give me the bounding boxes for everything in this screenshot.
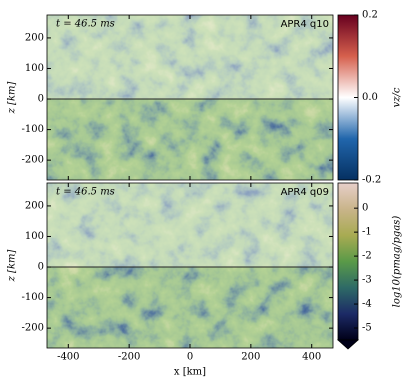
colorbar-extend bbox=[336, 339, 360, 350]
field-upper bbox=[47, 15, 333, 100]
field-lower bbox=[47, 267, 333, 348]
x-tick-label: -200 bbox=[118, 352, 140, 363]
y-tick-label: 200 bbox=[25, 32, 44, 43]
time-annotation: t = 46.5 ms bbox=[56, 19, 115, 30]
y-tick-label: -100 bbox=[22, 292, 44, 303]
x-axis-label: x [km] bbox=[174, 367, 206, 378]
colorbar-tick-label: -0.2 bbox=[362, 175, 381, 186]
y-axis-label: z [km] bbox=[7, 250, 18, 283]
colorbar-tick-label: 0.0 bbox=[362, 92, 378, 103]
heatmap bbox=[47, 15, 333, 180]
colorbar-tick-label: -1 bbox=[362, 227, 372, 238]
y-axis-label: z [km] bbox=[7, 82, 18, 115]
x-tick-label: 0 bbox=[187, 352, 193, 363]
y-tick-label: 0 bbox=[38, 262, 44, 273]
colorbar-tick-label: 0 bbox=[362, 203, 368, 214]
time-annotation: t = 46.5 ms bbox=[56, 187, 115, 198]
colorbar-tick-label: 0.2 bbox=[362, 10, 378, 21]
y-tick-label: 100 bbox=[25, 63, 44, 74]
y-tick-label: 200 bbox=[25, 200, 44, 211]
y-tick-label: 0 bbox=[38, 94, 44, 105]
fade-upper bbox=[47, 15, 333, 100]
x-tick-label: -400 bbox=[57, 352, 79, 363]
y-tick-label: -200 bbox=[22, 155, 44, 166]
heatmap bbox=[47, 183, 333, 348]
colorbar bbox=[337, 182, 359, 341]
model-label: APR4 q10 bbox=[281, 19, 329, 30]
colorbar-tick-label: -2 bbox=[362, 251, 372, 262]
colorbar-tick-label: -4 bbox=[362, 299, 372, 310]
field-lower bbox=[47, 99, 333, 180]
x-tick-label: 400 bbox=[302, 352, 321, 363]
colorbar-label: vz/c bbox=[392, 87, 403, 107]
x-tick-label: 200 bbox=[241, 352, 260, 363]
model-label: APR4 q09 bbox=[281, 187, 329, 198]
colorbar-tick-label: -5 bbox=[362, 323, 372, 334]
colorbar-label: log10(pmag/pgas) bbox=[392, 216, 403, 308]
y-tick-label: 100 bbox=[25, 231, 44, 242]
fade-upper bbox=[47, 183, 333, 268]
y-tick-label: -200 bbox=[22, 323, 44, 334]
colorbar-tick-label: -3 bbox=[362, 275, 372, 286]
y-tick-label: -100 bbox=[22, 124, 44, 135]
field-upper bbox=[47, 183, 333, 268]
